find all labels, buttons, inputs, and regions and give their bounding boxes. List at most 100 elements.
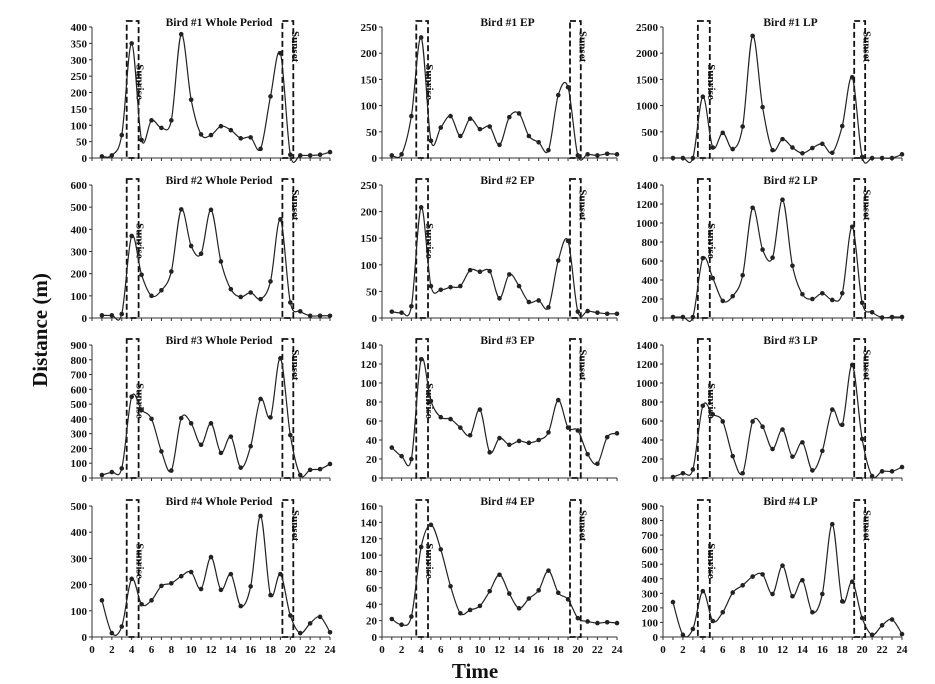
data-point (198, 251, 204, 257)
x-tick-label: 24 (325, 644, 337, 656)
data-point (869, 310, 875, 315)
y-tick-label: 40 (366, 435, 378, 447)
data-point (238, 603, 244, 609)
data-point (228, 286, 234, 292)
x-tick-label: 8 (740, 644, 746, 656)
data-point (680, 470, 686, 476)
panel-title: Bird #3 LP (763, 335, 817, 347)
sunset-label: Sunset (576, 349, 588, 381)
data-point (899, 631, 905, 637)
data-point (720, 298, 726, 304)
data-point (780, 563, 785, 568)
data-point (829, 521, 835, 527)
data-point (458, 425, 463, 430)
data-point (129, 41, 134, 46)
y-tick-label: 120 (361, 534, 378, 546)
data-point (710, 412, 716, 417)
x-tick-label: 2 (680, 644, 686, 656)
data-point (307, 153, 313, 158)
y-tick-label: 400 (71, 224, 88, 236)
sunrise-window-box (415, 338, 429, 479)
y-tick-label: 800 (642, 237, 659, 249)
data-point (208, 132, 214, 138)
panel: 050100150200250300350400SunriseSunsetBir… (71, 17, 333, 165)
y-axis-label: Distance (m) (28, 273, 52, 387)
data-point (526, 299, 532, 305)
sunset-window-box (569, 20, 582, 159)
data-point (604, 434, 610, 440)
y-tick-label: 140 (361, 517, 378, 529)
data-point (278, 50, 283, 56)
data-point (119, 311, 125, 317)
data-point (487, 450, 493, 455)
x-tick-label: 10 (186, 644, 198, 656)
y-tick-label: 0 (372, 473, 378, 485)
data-point (546, 430, 551, 435)
data-point (238, 136, 244, 141)
data-point (565, 597, 571, 602)
data-point (297, 630, 303, 636)
y-tick-label: 0 (653, 153, 659, 165)
data-point (288, 152, 293, 158)
panel-title: Bird #4 EP (480, 496, 534, 508)
y-tick-label: 50 (366, 286, 378, 298)
y-tick-label: 100 (361, 260, 378, 272)
data-point (399, 152, 404, 157)
data-point (198, 442, 204, 448)
data-point (829, 297, 835, 303)
data-point (99, 313, 105, 318)
data-point (477, 407, 483, 412)
data-point (268, 592, 273, 598)
data-point (700, 255, 706, 261)
sunset-window-box (281, 178, 295, 319)
sunrise-label: Sunrise (705, 223, 717, 259)
data-point (448, 583, 453, 589)
y-tick-label: 20 (366, 616, 378, 628)
data-point (604, 619, 610, 625)
data-point (208, 421, 214, 426)
data-point (327, 461, 333, 467)
data-point (178, 573, 184, 579)
data-point (869, 473, 875, 479)
data-point (317, 152, 323, 158)
sunrise-label: Sunrise (134, 543, 146, 579)
data-point (820, 591, 825, 597)
data-point (327, 313, 333, 319)
data-point (760, 424, 765, 430)
data-point (859, 300, 865, 306)
data-point (680, 155, 686, 161)
data-point (506, 114, 512, 120)
data-point (595, 461, 600, 467)
data-point (700, 403, 706, 409)
data-point (99, 598, 105, 603)
y-tick-label: 100 (361, 378, 378, 390)
data-point (149, 598, 154, 603)
data-point (139, 407, 144, 413)
data-point (418, 356, 424, 362)
data-point (178, 31, 184, 37)
data-point (575, 153, 581, 158)
sunrise-window-box (696, 178, 711, 319)
data-point (288, 432, 293, 438)
data-point (129, 576, 134, 582)
data-point (327, 149, 333, 155)
y-tick-label: 400 (71, 22, 88, 34)
y-tick-label: 200 (71, 88, 88, 100)
data-point (690, 314, 696, 320)
data-point (258, 296, 263, 302)
y-tick-label: 150 (361, 74, 378, 86)
data-point (730, 146, 736, 152)
data-point (477, 126, 483, 132)
data-point (730, 293, 736, 299)
data-point (258, 396, 263, 402)
data-point (418, 205, 424, 210)
y-tick-label: 400 (642, 275, 659, 287)
data-point (228, 571, 234, 577)
y-tick-label: 100 (71, 291, 88, 303)
data-point (810, 296, 815, 302)
data-point (438, 287, 444, 293)
x-tick-label: 20 (572, 644, 584, 656)
data-point (849, 579, 855, 584)
data-point (595, 620, 600, 626)
data-point (829, 150, 835, 156)
